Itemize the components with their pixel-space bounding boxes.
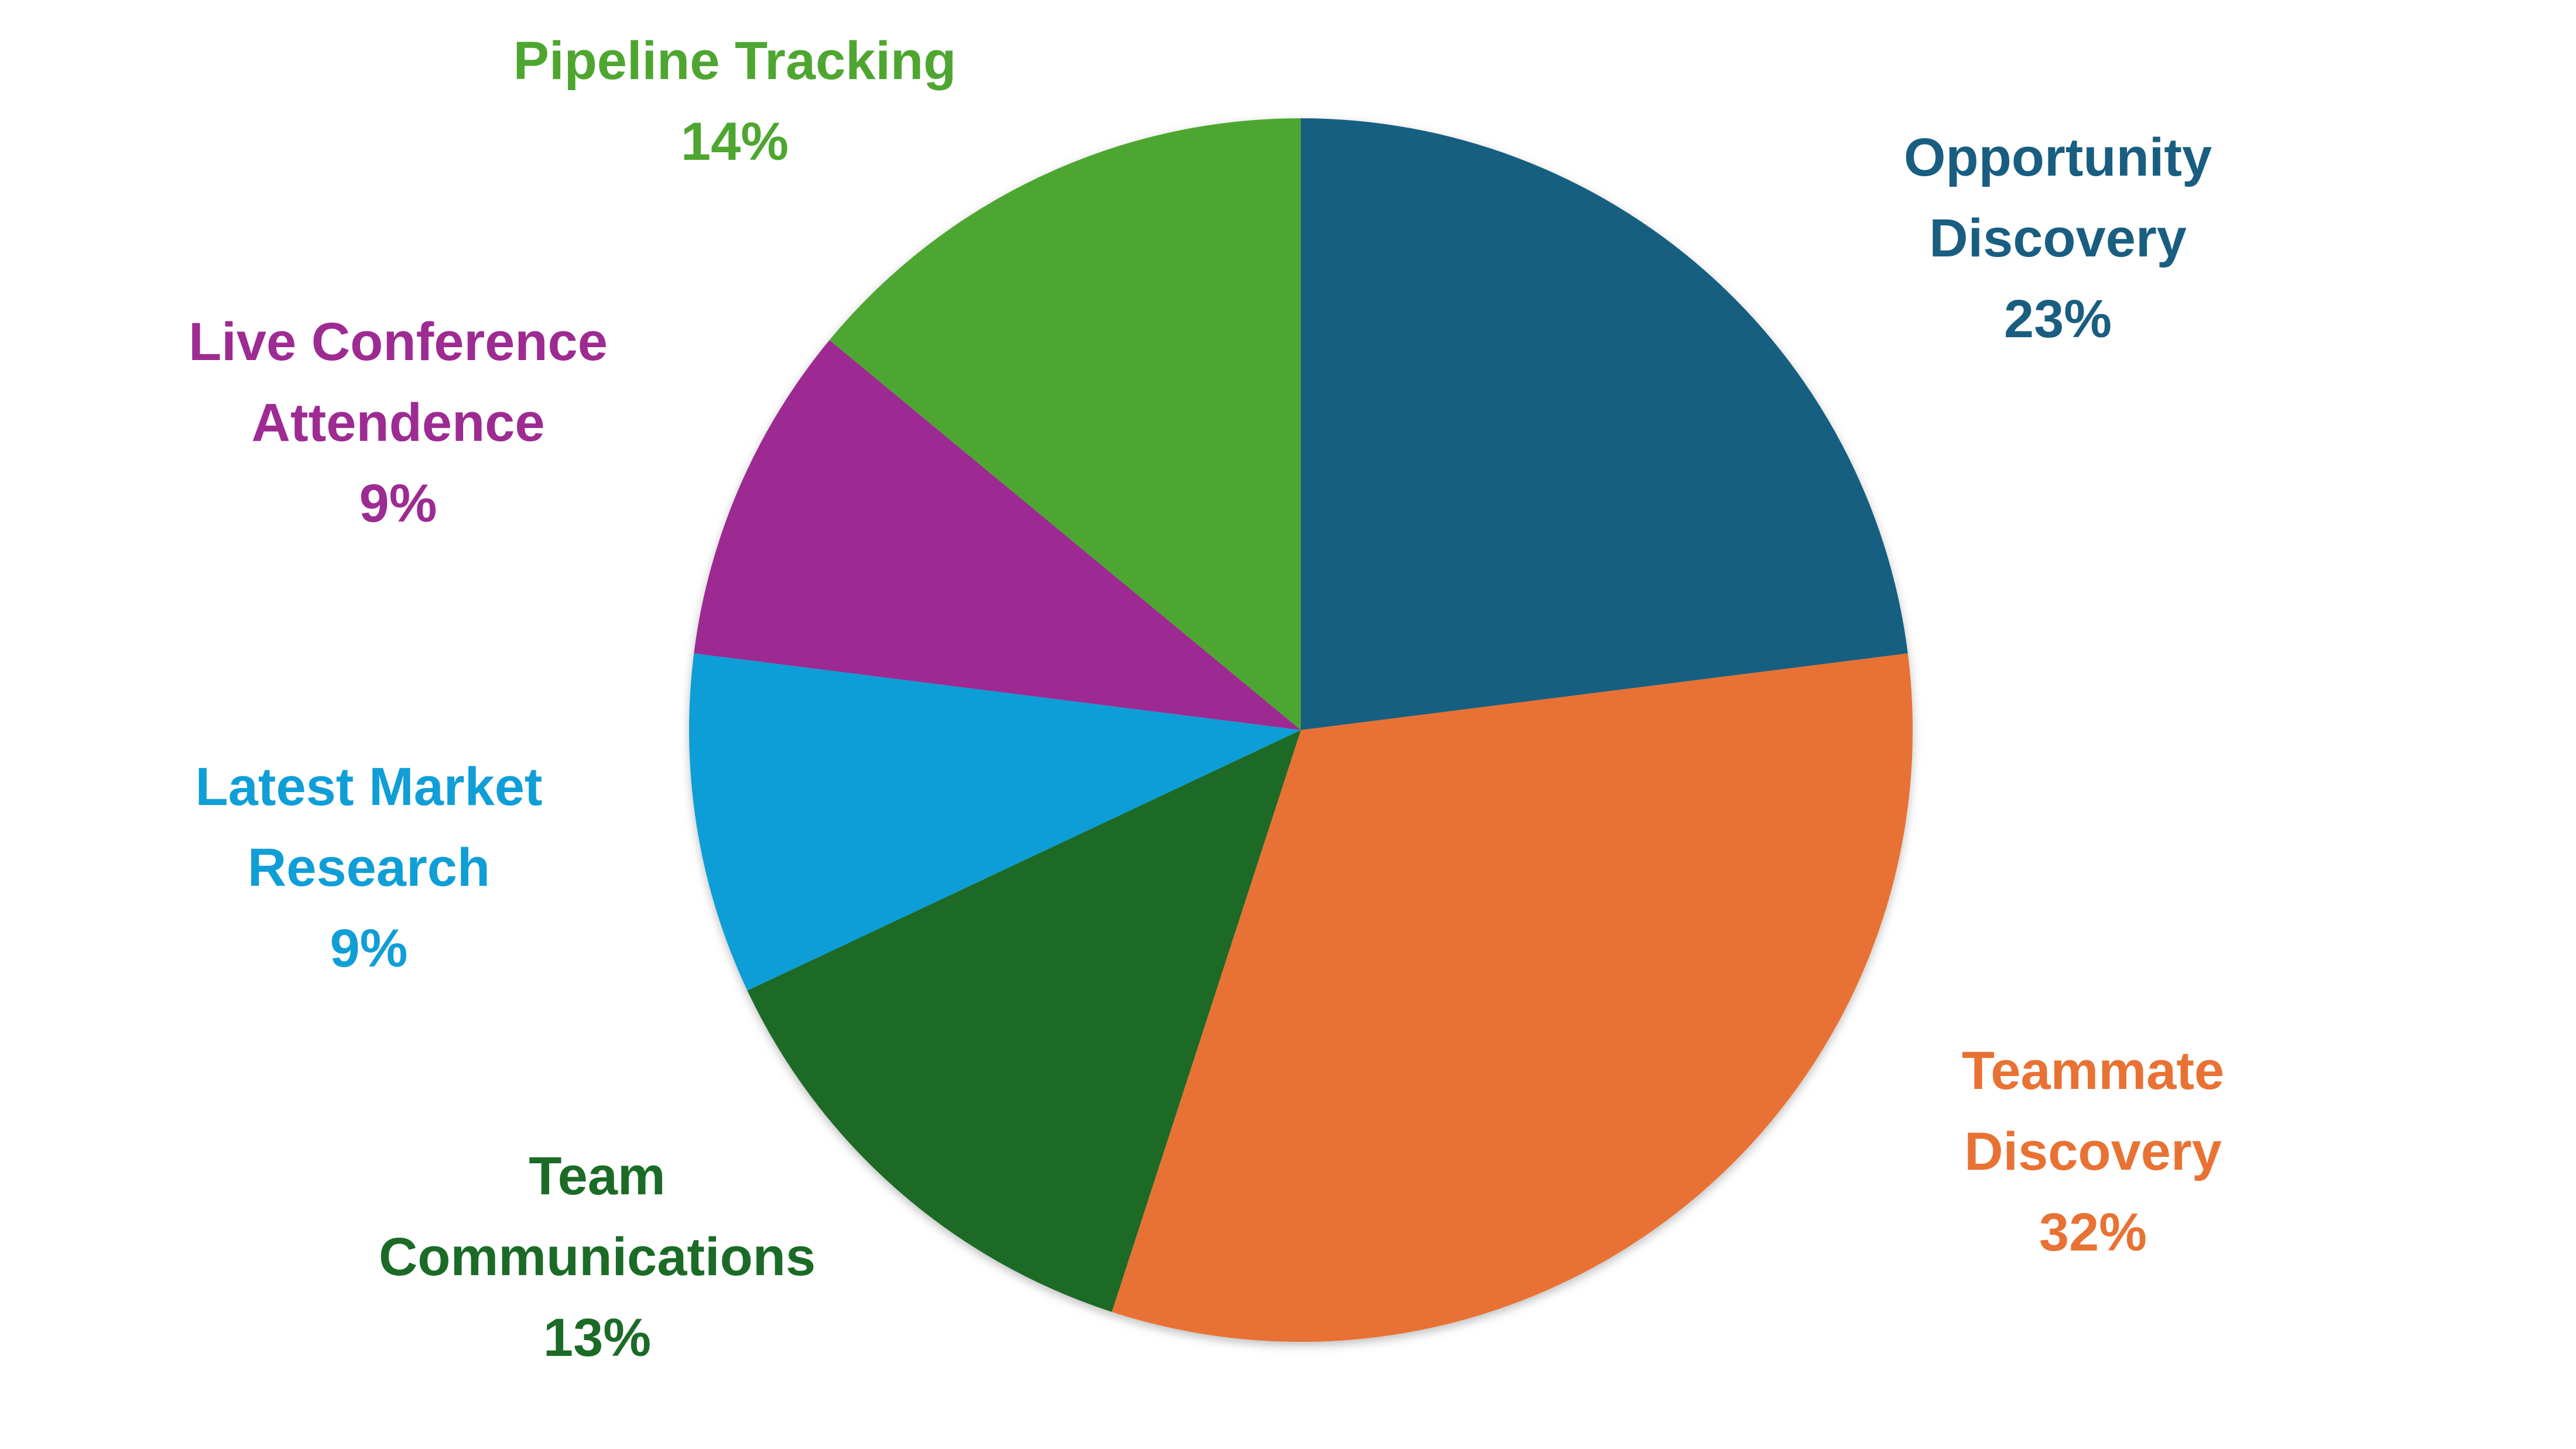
slice-value-label: 13% bbox=[543, 1308, 651, 1368]
pie-slice-0 bbox=[1301, 118, 1908, 730]
slice-name-label: Communications bbox=[379, 1227, 816, 1287]
slice-name-label: Live Conference bbox=[189, 312, 608, 372]
slice-labels: Opportunity Discovery 23% Teammate Discovery… bbox=[189, 31, 2224, 1368]
slice-name-label: Discovery bbox=[1929, 208, 2187, 268]
pie-slice-2 bbox=[747, 730, 1301, 1312]
slice-value-label: 23% bbox=[2004, 289, 2112, 349]
slice-name-label: Teammate bbox=[1962, 1041, 2224, 1101]
slice-name-label: Latest Market bbox=[195, 757, 542, 817]
slice-value-label: 14% bbox=[681, 112, 789, 172]
slice-name-label: Pipeline Tracking bbox=[513, 31, 957, 91]
slice-label-5: Pipeline Tracking 14% bbox=[513, 31, 957, 172]
slice-label-0: Opportunity Discovery 23% bbox=[1904, 128, 2212, 349]
slice-name-label: Team bbox=[529, 1146, 666, 1206]
slice-value-label: 32% bbox=[2039, 1203, 2147, 1262]
slice-name-label: Opportunity bbox=[1904, 128, 2212, 187]
slice-name-label: Discovery bbox=[1964, 1122, 2222, 1181]
slice-name-label: Research bbox=[248, 838, 490, 898]
pie-slice-4 bbox=[694, 340, 1301, 730]
pie-slice-5 bbox=[829, 118, 1301, 730]
pie-slices bbox=[688, 118, 1913, 1342]
slice-label-4: Live Conference Attendence 9% bbox=[189, 312, 608, 533]
slice-label-2: Team Communications 13% bbox=[379, 1146, 816, 1368]
pie-slice-1 bbox=[1112, 653, 1913, 1342]
pie-slice-3 bbox=[688, 653, 1301, 991]
slice-label-1: Teammate Discovery 32% bbox=[1962, 1041, 2224, 1262]
slice-value-label: 9% bbox=[359, 474, 437, 533]
slice-value-label: 9% bbox=[330, 919, 408, 978]
slice-label-3: Latest Market Research 9% bbox=[195, 757, 542, 978]
slice-name-label: Attendence bbox=[252, 393, 545, 453]
